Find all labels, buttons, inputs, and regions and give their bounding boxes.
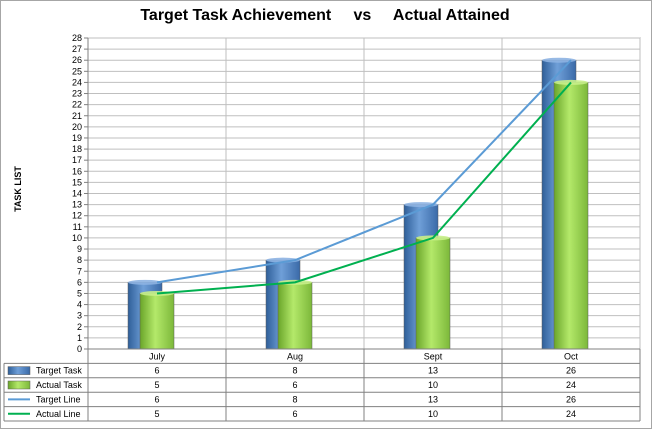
table-cell: 8: [292, 394, 297, 404]
y-tick-label: 12: [72, 211, 82, 221]
y-tick-label: 3: [77, 311, 82, 321]
legend-label: Target Line: [36, 394, 81, 404]
bar-actual-task: [139, 293, 175, 350]
bar-top-target-task: [128, 279, 162, 285]
line-layer: [156, 59, 572, 295]
y-tick-label: 7: [77, 266, 82, 276]
bar-top-target-task: [542, 57, 576, 63]
y-tick-label: 1: [77, 333, 82, 343]
legend-label: Actual Task: [36, 380, 82, 390]
table-cell: 13: [428, 366, 438, 376]
y-tick-label: 4: [77, 300, 82, 310]
y-tick-label: 9: [77, 244, 82, 254]
y-tick-label: 11: [73, 222, 82, 232]
table-cell: 24: [566, 380, 576, 390]
table-cell: 6: [154, 394, 159, 404]
y-tick-label: 23: [72, 89, 82, 99]
line-target-line: [156, 59, 572, 284]
legend-swatch: [7, 380, 31, 390]
y-tick-label: 26: [72, 55, 82, 65]
table-cell: 6: [154, 366, 159, 376]
table-cell: 5: [154, 409, 159, 419]
chart-title: Target Task Achievement vs Actual Attain…: [140, 7, 510, 24]
y-tick-label: 13: [72, 200, 82, 210]
table-cell: 13: [428, 394, 438, 404]
legend-label: Target Task: [36, 366, 82, 376]
y-tick-label: 0: [77, 344, 82, 354]
table-cell: 10: [428, 380, 438, 390]
x-tick-label: Sept: [424, 351, 443, 361]
table-cell: 26: [566, 394, 576, 404]
y-tick-label: 20: [72, 122, 82, 132]
y-tick-label: 24: [72, 77, 82, 87]
y-tick-label: 19: [72, 133, 82, 143]
x-tick-label: Aug: [287, 351, 303, 361]
y-tick-label: 16: [72, 166, 82, 176]
y-tick-label: 14: [72, 189, 82, 199]
y-tick-label: 18: [72, 144, 82, 154]
data-table: July Aug Sept Oct Target Task 6 8 13 26 Actual Ta…: [3, 348, 641, 422]
y-tick-label: 10: [72, 233, 82, 243]
table-cell: 24: [566, 409, 576, 419]
table-cell: 6: [292, 380, 297, 390]
legend-swatch: [7, 366, 31, 375]
y-tick-label: 5: [77, 288, 82, 298]
y-tick-label: 21: [72, 111, 82, 121]
bar-actual-task: [553, 82, 589, 350]
table-cell: 8: [292, 366, 297, 376]
y-tick-label: 28: [72, 33, 82, 43]
x-tick-label: Oct: [564, 351, 579, 361]
table-cell: 5: [154, 380, 159, 390]
y-tick-label: 22: [72, 100, 82, 110]
y-tick-label: 8: [77, 255, 82, 265]
y-tick-layer: 0123456789101112131415161718192021222324…: [72, 33, 82, 354]
line-actual-line: [156, 81, 572, 295]
y-tick-label: 6: [77, 277, 82, 287]
y-tick-label: 25: [72, 66, 82, 76]
table-cell: 6: [292, 409, 297, 419]
y-tick-label: 17: [72, 155, 82, 165]
bar-actual-task: [277, 282, 313, 350]
table-cell: 26: [566, 366, 576, 376]
y-tick-label: 15: [72, 177, 82, 187]
legend-label: Actual Line: [36, 409, 81, 419]
table-cell: 10: [428, 409, 438, 419]
y-tick-label: 27: [72, 44, 82, 54]
bar-actual-task: [415, 237, 451, 350]
x-tick-label: July: [149, 351, 166, 361]
y-tick-label: 2: [77, 322, 82, 332]
